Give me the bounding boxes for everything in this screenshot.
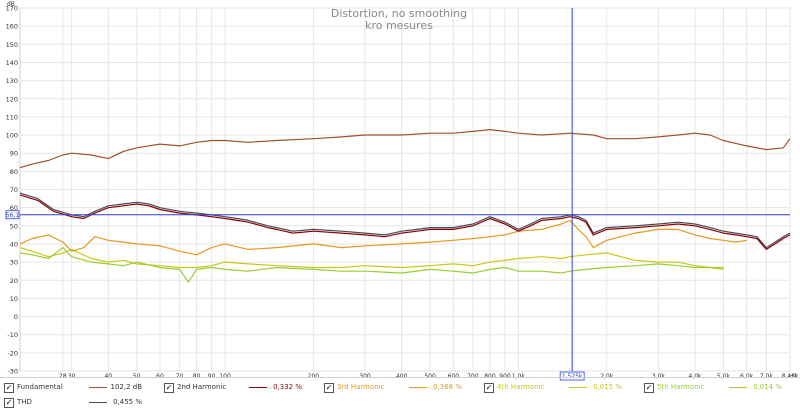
legend-series-value: 0,014 % (753, 383, 782, 391)
legend-series-value: 0,455 % (113, 398, 142, 406)
x-tick-label: 800 (484, 373, 496, 380)
legend-item-thd: ✓ THD 0,455 % (4, 395, 158, 411)
y-tick-label: 40 (10, 240, 18, 248)
legend-series-name: 3rd Harmonic (337, 383, 385, 391)
series-layer (19, 129, 791, 283)
y-tick-label: 60 (10, 204, 18, 212)
y-tick-label: -20 (7, 349, 18, 357)
y-tick-label: -10 (7, 331, 18, 339)
cursor[interactable]: 56,1 1,525k (5, 8, 790, 381)
x-tick-label: 500 (424, 373, 436, 380)
y-tick-label: 20 (10, 277, 18, 285)
x-tick-label: 100 (219, 373, 231, 380)
y-tick-label: 150 (6, 41, 18, 49)
x-tick-label: 200 (308, 373, 320, 380)
legend-series-name: 2nd Harmonic (177, 383, 227, 391)
legend-checkbox[interactable]: ✓ (4, 398, 14, 408)
legend-item-fundamental: ✓ Fundamental 102,2 dB (4, 380, 158, 396)
y-tick-label: 100 (6, 132, 18, 140)
legend-checkbox[interactable]: ✓ (644, 383, 654, 393)
x-tick-label: 5,0k (717, 373, 731, 380)
y-tick-label: 160 (6, 23, 18, 31)
cursor-x-readout: 1,525k (562, 373, 583, 380)
legend-series-name: 5th Harmonic (657, 383, 705, 391)
x-tick-label: 2,0k (600, 373, 614, 380)
legend-color-swatch (249, 387, 267, 388)
y-tick-label: 90 (10, 150, 18, 158)
legend-row: ✓ Fundamental 102,2 dB ✓ 2nd Harmonic 0,332 %… (0, 380, 800, 396)
chart-subtitle: kro mesures (365, 19, 433, 32)
y-tick-label: 10 (10, 295, 18, 303)
x-tick-label: 80 (193, 373, 201, 380)
cursor-x-readout-box (559, 371, 585, 381)
y-tick-label: 130 (6, 77, 18, 85)
legend-color-swatch (729, 387, 747, 388)
x-tick-label: 7,0k (760, 373, 774, 380)
x-axis-unit: Hz (789, 373, 797, 380)
x-tick-label: 28 (59, 373, 67, 380)
x-tick-label: 700 (467, 373, 479, 380)
y-axis-ticks: 1701601501401301201101009080706050403020… (6, 5, 18, 376)
legend-color-swatch (409, 387, 427, 388)
x-tick-label: 1,0k (512, 373, 526, 380)
legend-series-name: Fundamental (17, 383, 63, 391)
x-tick-label: 90 (208, 373, 216, 380)
series-line-5th-harmonic (19, 247, 724, 283)
x-tick-label: 900 (499, 373, 511, 380)
y-tick-label: 170 (6, 5, 18, 13)
y-tick-label: 110 (6, 113, 18, 121)
legend-series-value: 0,015 % (593, 383, 622, 391)
legend-item-4th-harmonic: ✓ 4th Harmonic 0,015 % (484, 380, 638, 396)
legend-series-value: 102,2 dB (110, 383, 142, 391)
x-tick-label: 3,0k (652, 373, 666, 380)
series-line-thd (19, 192, 791, 249)
x-tick-label: 70 (176, 373, 184, 380)
x-tick-label: 400 (396, 373, 408, 380)
y-tick-label: 50 (10, 222, 18, 230)
cursor-y-readout: 56,1 (6, 212, 20, 219)
legend-color-swatch (89, 402, 107, 403)
legend-item-3rd-harmonic: ✓ 3rd Harmonic 0,368 % (324, 380, 478, 396)
x-tick-label: 40 (104, 373, 112, 380)
legend-row: ✓ THD 0,455 % (0, 395, 800, 411)
legend-checkbox[interactable]: ✓ (4, 383, 14, 393)
chart-title: Distortion, no smoothing (331, 7, 467, 20)
y-tick-label: -30 (7, 368, 18, 376)
series-line-4th-harmonic (19, 247, 724, 270)
x-axis-ticks: 2830 40 50 60 70 80 90100 200 300 400 500 600 700 800… (59, 373, 799, 380)
legend-series-name: 4th Harmonic (497, 383, 545, 391)
legend-item-2nd-harmonic: ✓ 2nd Harmonic 0,332 % (164, 380, 318, 396)
legend-color-swatch (569, 387, 587, 388)
legend-series-value: 0,368 % (433, 383, 462, 391)
legend-item-5th-harmonic: ✓ 5th Harmonic 0,014 % (644, 380, 798, 396)
legend-checkbox[interactable]: ✓ (164, 383, 174, 393)
y-tick-label: 0 (14, 313, 18, 321)
series-line-2nd-harmonic (19, 194, 791, 250)
x-tick-label: 600 (448, 373, 460, 380)
series-line-3rd-harmonic (19, 219, 747, 256)
x-tick-label: 8,43k (782, 373, 799, 380)
cursor-y-readout-box (5, 210, 20, 220)
x-tick-label: 6,0k (740, 373, 754, 380)
legend-series-value: 0,332 % (273, 383, 302, 391)
y-tick-label: 80 (10, 168, 18, 176)
legend-separator (0, 377, 800, 378)
series-line-fundamental (19, 129, 791, 169)
y-axis-label: dB (7, 1, 15, 8)
x-tick-label: 60 (156, 373, 164, 380)
legend-checkbox[interactable]: ✓ (324, 383, 334, 393)
legend-series-name: THD (17, 398, 32, 406)
y-tick-label: 140 (6, 59, 18, 67)
y-tick-label: 30 (10, 259, 18, 267)
x-tick-label: 30 (68, 373, 76, 380)
x-tick-label: 300 (359, 373, 371, 380)
y-tick-label: 120 (6, 95, 18, 103)
legend-checkbox[interactable]: ✓ (484, 383, 494, 393)
chart-grid (19, 7, 791, 372)
x-tick-label: 4,0k (689, 373, 703, 380)
legend-color-swatch (89, 387, 107, 388)
x-tick-label: 50 (133, 373, 141, 380)
y-tick-label: 70 (10, 186, 18, 194)
